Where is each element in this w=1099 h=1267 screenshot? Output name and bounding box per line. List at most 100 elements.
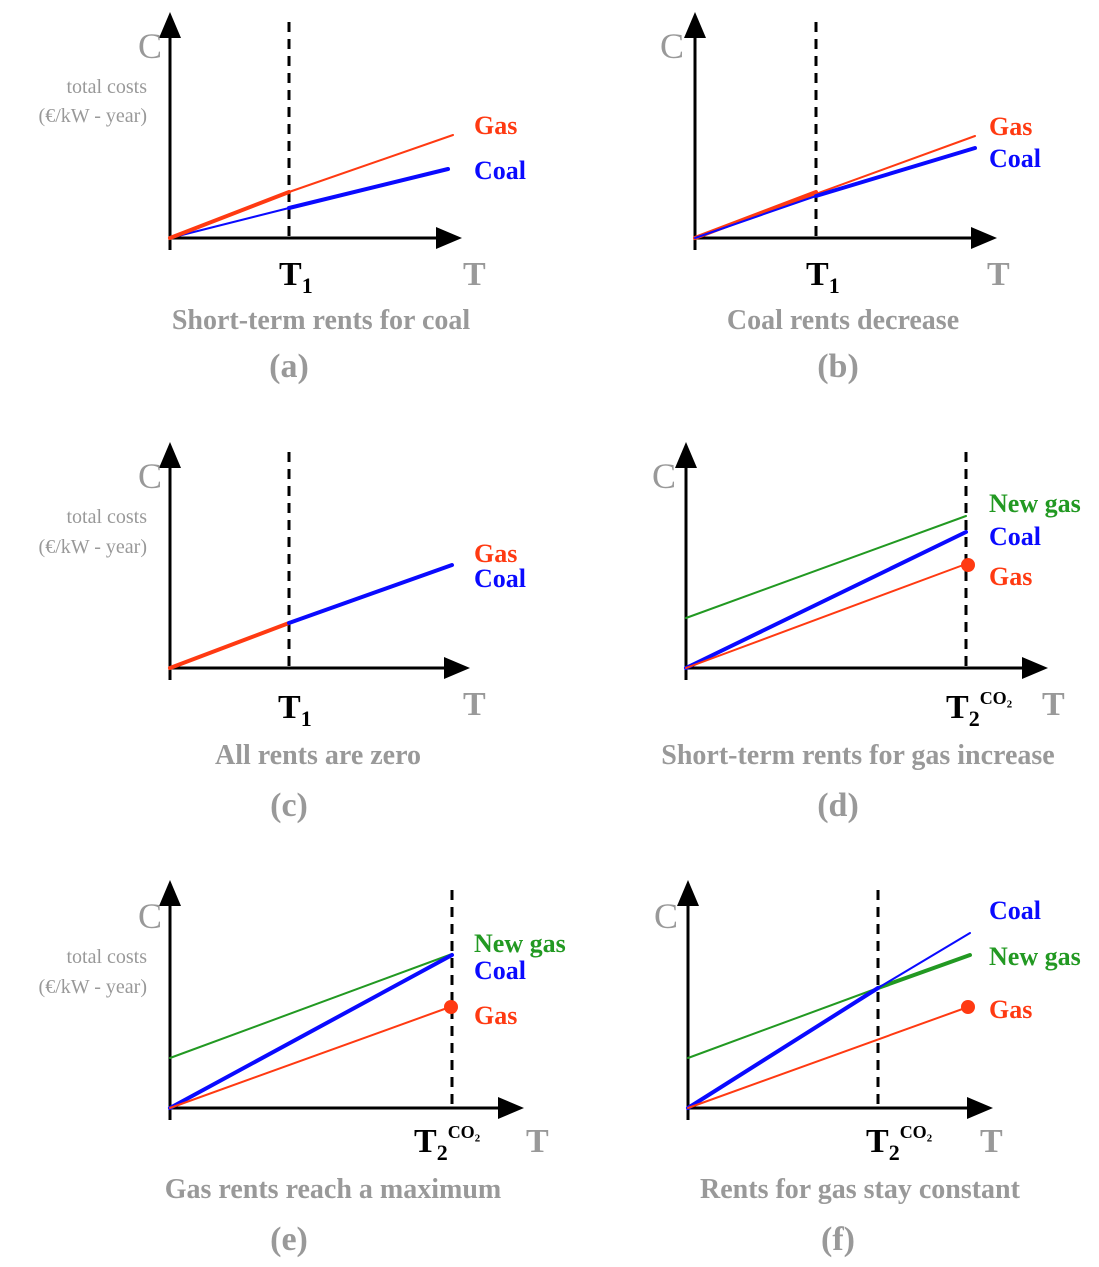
coal-cost-line	[684, 530, 968, 670]
y-axis-label: C	[138, 26, 162, 66]
coal-cost-line	[877, 932, 971, 989]
x-axis-arrow	[967, 1097, 993, 1119]
gas-cost-line	[168, 621, 291, 670]
threshold-label-main: T	[279, 256, 302, 293]
threshold-label: T2CO₂	[946, 688, 1012, 731]
series-label-new-gas: New gas	[989, 942, 1081, 971]
threshold-label-subscript: 1	[829, 273, 840, 298]
series-label-gas: Gas	[474, 1001, 517, 1030]
threshold-label: T1	[279, 256, 313, 298]
new-gas-cost-line	[687, 987, 879, 1059]
y-axis-label: C	[138, 896, 162, 936]
y-axis-arrow	[684, 12, 706, 38]
coal-cost-line	[287, 167, 450, 210]
gas-cost-line	[169, 1006, 451, 1109]
panel-letter: (d)	[817, 787, 859, 824]
series-label-coal: Coal	[474, 956, 526, 985]
coal-cost-line	[169, 207, 290, 239]
panel-caption: Short-term rents for gas increase	[661, 740, 1054, 771]
threshold-label-main: T	[278, 689, 301, 726]
gas-endpoint-dot	[444, 1000, 458, 1014]
gas-cost-line	[685, 563, 967, 669]
panel-caption: All rents are zero	[215, 740, 421, 771]
coal-cost-line	[287, 563, 454, 625]
threshold-label-superscript: CO₂	[980, 688, 1012, 708]
gas-cost-line	[288, 134, 454, 193]
threshold-label-main: T	[946, 689, 969, 726]
x-axis-arrow	[498, 1097, 524, 1119]
series-label-coal: Coal	[989, 522, 1041, 551]
y-axis-label: C	[660, 26, 684, 66]
coal-cost-line	[168, 953, 454, 1110]
threshold-label: T1	[278, 689, 312, 731]
y-axis-arrow	[159, 880, 181, 906]
panel-letter: (c)	[270, 787, 308, 824]
y-axis-hint: total costs	[66, 506, 147, 528]
coal-cost-line	[814, 146, 977, 198]
gas-endpoint-dot	[961, 1000, 975, 1014]
series-label-new-gas: New gas	[989, 489, 1081, 518]
gas-cost-line	[687, 1006, 969, 1109]
y-axis-arrow	[159, 442, 181, 468]
y-axis-arrow	[159, 12, 181, 38]
x-axis-label: T	[463, 256, 486, 293]
threshold-label-superscript: CO₂	[448, 1122, 480, 1142]
series-label-gas: Gas	[989, 562, 1032, 591]
panel-letter: (b)	[817, 348, 859, 385]
series-label-gas: Gas	[989, 112, 1032, 141]
threshold-label-subscript: 1	[302, 273, 313, 298]
panel-caption: Rents for gas stay constant	[700, 1174, 1021, 1205]
y-axis-hint: total costs	[66, 76, 147, 98]
coal-cost-line	[686, 986, 880, 1110]
series-label-coal: Coal	[989, 896, 1041, 925]
y-axis-label: C	[138, 456, 162, 496]
threshold-label-main: T	[866, 1123, 889, 1160]
panel-caption: Coal rents decrease	[727, 305, 959, 336]
panel-letter: (e)	[270, 1221, 308, 1258]
x-axis-label: T	[1042, 686, 1065, 723]
x-axis-arrow	[436, 227, 462, 249]
series-label-coal: Coal	[989, 144, 1041, 173]
threshold-label: T1	[806, 256, 840, 298]
y-axis-hint: (€/kW - year)	[39, 105, 147, 127]
threshold-label: T2CO₂	[866, 1122, 932, 1165]
series-label-coal: Coal	[474, 156, 526, 185]
threshold-label-subscript: 2	[969, 706, 980, 731]
panel-letter: (f)	[821, 1221, 855, 1258]
threshold-label-superscript: CO₂	[900, 1122, 932, 1142]
threshold-label: T2CO₂	[414, 1122, 480, 1165]
y-axis-label: C	[654, 896, 678, 936]
series-label-new-gas: New gas	[474, 929, 566, 958]
panel-letter: (a)	[269, 348, 309, 385]
gas-endpoint-dot	[961, 558, 975, 572]
panel-caption: Gas rents reach a maximum	[165, 1174, 502, 1205]
x-axis-label: T	[526, 1123, 549, 1160]
x-axis-label: T	[987, 256, 1010, 293]
gas-cost-line	[168, 190, 291, 240]
threshold-label-subscript: 2	[889, 1140, 900, 1165]
panel-caption: Short-term rents for coal	[172, 305, 471, 336]
y-axis-hint: (€/kW - year)	[39, 536, 147, 558]
threshold-label-subscript: 2	[437, 1140, 448, 1165]
new-gas-cost-line	[876, 953, 972, 990]
x-axis-arrow	[1022, 657, 1048, 679]
series-label-gas: Gas	[474, 539, 517, 568]
new-gas-cost-line	[685, 515, 967, 619]
threshold-label-subscript: 1	[301, 706, 312, 731]
y-axis-hint: (€/kW - year)	[39, 976, 147, 998]
coal-cost-line	[694, 195, 817, 239]
y-axis-arrow	[675, 442, 697, 468]
x-axis-label: T	[463, 686, 486, 723]
threshold-label-main: T	[806, 256, 829, 293]
x-axis-arrow	[444, 657, 470, 679]
series-label-gas: Gas	[474, 111, 517, 140]
new-gas-cost-line	[169, 953, 453, 1059]
